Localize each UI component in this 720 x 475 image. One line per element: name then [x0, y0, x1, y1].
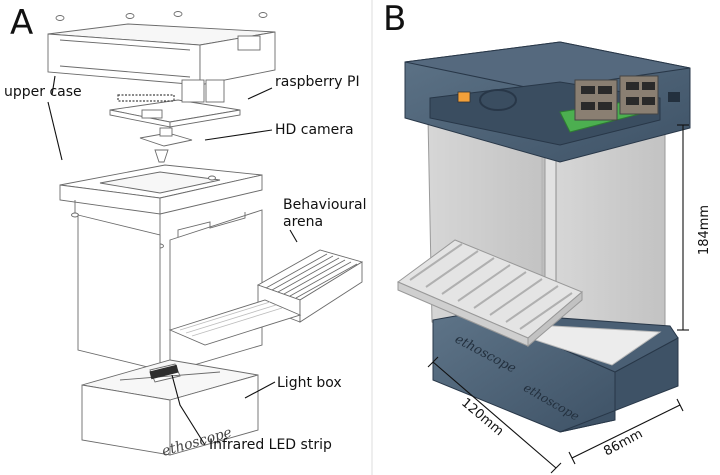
dimension-lines	[427, 124, 689, 474]
panel-b-letter: B	[383, 0, 406, 39]
raspberry-pi-drawing	[109, 79, 241, 128]
panel-a-letter: A	[10, 3, 33, 43]
label-ir-strip: Infrared LED strip	[209, 437, 332, 453]
label-arena-line2: arena	[283, 214, 323, 230]
upper-case-b	[404, 41, 691, 163]
label-raspberry-pi: raspberry PI	[275, 74, 360, 90]
usb-ports	[574, 75, 659, 121]
light-box-drawing	[81, 359, 259, 456]
label-light-box: Light box	[277, 375, 342, 391]
acrylic-walls-drawing	[77, 209, 263, 373]
ir-led-strip	[149, 364, 179, 380]
dim-width: 86mm	[601, 426, 645, 459]
inner-floor-drawing	[168, 299, 302, 346]
panel-b: B ethoscope ethoscope	[383, 0, 712, 474]
leader-lines	[47, 75, 298, 446]
dim-height: 184mm	[697, 205, 712, 255]
arena-tray-b	[397, 239, 583, 348]
label-arena-line1: Behavioural	[283, 197, 367, 213]
upper-case-drawing	[47, 23, 276, 86]
panel-a: A	[4, 3, 367, 460]
hd-camera-drawing	[139, 127, 193, 163]
label-hd-camera: HD camera	[275, 122, 354, 138]
label-upper-case: upper case	[4, 84, 82, 100]
top-frame-drawing	[59, 164, 263, 249]
